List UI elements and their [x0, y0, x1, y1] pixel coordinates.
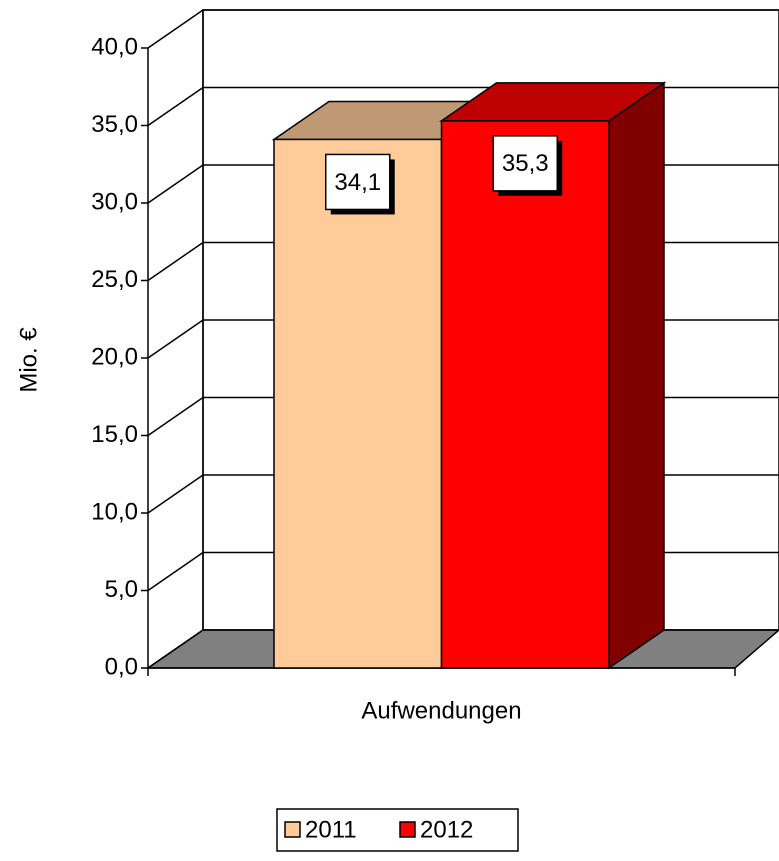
x-tick-label: Aufwendungen — [361, 697, 521, 724]
y-tick-label: 10,0 — [91, 498, 138, 525]
y-tick-label: 15,0 — [91, 421, 138, 448]
legend-label: 2011 — [305, 816, 357, 843]
y-tick-label: 35,0 — [91, 111, 138, 138]
legend-swatch — [399, 821, 416, 838]
y-tick-label: 30,0 — [91, 188, 138, 215]
legend-label: 2012 — [420, 816, 473, 843]
bar — [439, 81, 667, 670]
data-label: 34,1 — [334, 169, 381, 196]
bar-front — [440, 120, 610, 669]
label-box — [325, 153, 391, 211]
y-tick-label: 40,0 — [91, 33, 138, 60]
y-tick-label: 25,0 — [91, 266, 138, 293]
y-tick-label: 5,0 — [105, 576, 138, 603]
bar-side — [608, 81, 665, 670]
label-box — [492, 135, 558, 192]
y-tick-label: 20,0 — [91, 343, 138, 370]
bar-front — [273, 138, 443, 669]
y-tick-label: 0,0 — [105, 653, 138, 680]
y-axis-label: Mio. € — [15, 327, 42, 393]
grid-line — [147, 9, 779, 49]
data-label: 35,3 — [502, 150, 549, 177]
legend-box — [276, 808, 519, 852]
legend-swatch — [284, 821, 301, 838]
